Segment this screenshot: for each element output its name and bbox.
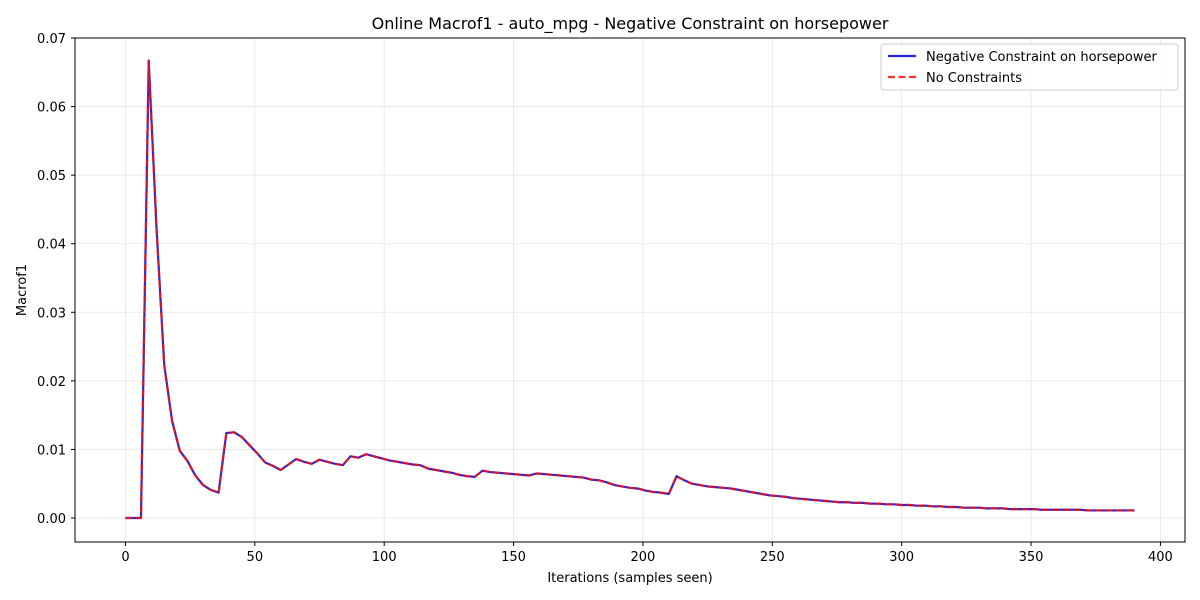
y-axis-label: Macrof1 [15, 264, 30, 316]
x-tick-label: 350 [1019, 550, 1044, 565]
x-axis: 0 50 100 150 200 250 300 350 400 [121, 542, 1173, 565]
x-tick-label: 150 [501, 550, 526, 565]
x-tick-label: 400 [1148, 550, 1173, 565]
y-axis: 0.00 0.01 0.02 0.03 0.04 0.05 0.06 0.07 [37, 32, 75, 527]
x-tick-label: 250 [760, 550, 785, 565]
y-tick-label: 0.02 [37, 375, 66, 390]
legend-entry-no-constraints: No Constraints [926, 71, 1022, 86]
legend-entry-negative-constraint: Negative Constraint on horsepower [926, 50, 1157, 65]
series-line-no-constraints [125, 59, 1135, 520]
x-tick-label: 300 [889, 550, 914, 565]
y-tick-label: 0.00 [37, 512, 66, 527]
y-tick-label: 0.05 [37, 169, 66, 184]
legend-box [880, 43, 1179, 91]
y-tick-label: 0.06 [37, 101, 66, 116]
legend: Negative Constraint on horsepower No Con… [880, 43, 1179, 91]
x-axis-label: Iterations (samples seen) [547, 571, 712, 586]
y-tick-label: 0.03 [37, 306, 66, 321]
y-tick-label: 0.01 [37, 443, 66, 458]
series-layer [125, 59, 1135, 520]
x-tick-label: 50 [247, 550, 264, 565]
plot-frame [74, 37, 1186, 543]
y-tick-label: 0.07 [37, 32, 66, 47]
x-tick-label: 0 [121, 550, 129, 565]
chart-title: Online Macrof1 - auto_mpg - Negative Con… [372, 14, 889, 34]
y-tick-label: 0.04 [37, 238, 66, 253]
x-tick-label: 100 [372, 550, 397, 565]
x-tick-label: 200 [631, 550, 656, 565]
grid [75, 37, 1185, 542]
